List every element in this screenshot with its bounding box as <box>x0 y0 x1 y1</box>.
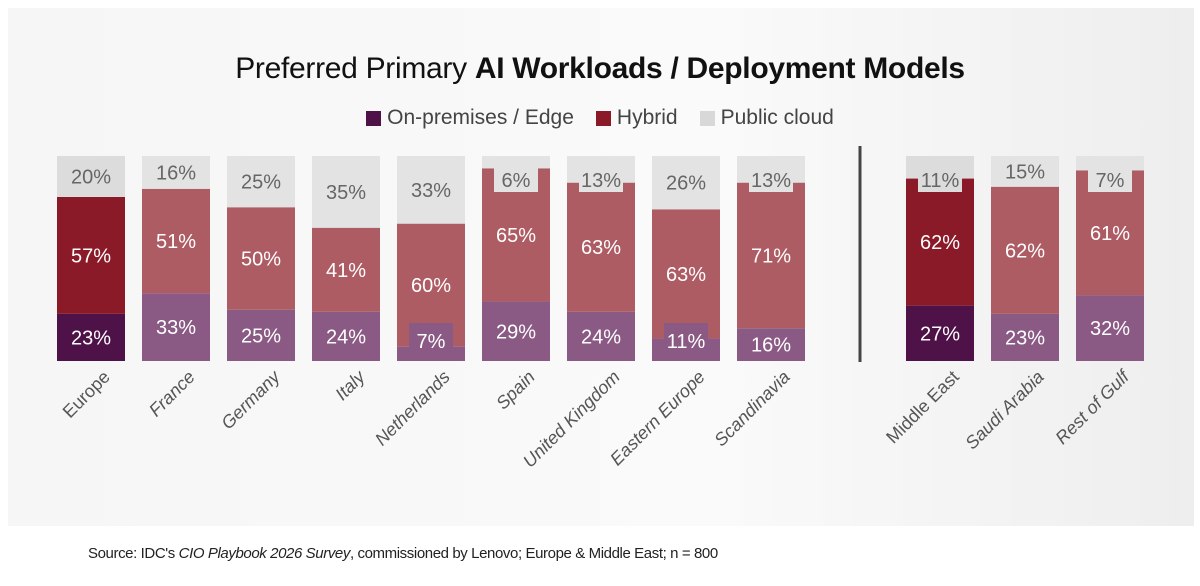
data-label-rest-of-gulf-on-premises-edge: 32% <box>1090 318 1130 340</box>
bar-scandinavia-hybrid <box>737 182 805 329</box>
source-note: Source: IDC's CIO Playbook 2026 Survey, … <box>88 545 718 562</box>
bar-italy-hybrid <box>312 227 380 312</box>
label-bg-eastern-europe-on-premises-edge <box>664 323 708 361</box>
chart-title-bold: AI Workloads / Deployment Models <box>474 52 965 85</box>
bar-europe-hybrid <box>57 197 125 314</box>
bar-germany-public-cloud <box>227 156 295 208</box>
label-bg-united-kingdom-public-cloud <box>579 168 623 192</box>
tick-label-saudi-arabia: Saudi Arabia <box>961 367 1048 454</box>
tick-label-germany: Germany <box>217 366 284 433</box>
label-bg-middle-east-public-cloud <box>918 168 962 192</box>
bar-eastern-europe-public-cloud <box>652 156 720 210</box>
data-label-scandinavia-on-premises-edge: 16% <box>751 335 791 357</box>
legend-item-hybrid: Hybrid <box>595 106 678 130</box>
data-label-united-kingdom-public-cloud: 13% <box>581 170 621 192</box>
tick-label-netherlands: Netherlands <box>371 367 454 450</box>
data-label-spain-hybrid: 65% <box>496 225 536 247</box>
source-suffix: , commissioned by Lenovo; Europe & Middl… <box>349 545 718 562</box>
tick-label-france: France <box>145 367 199 421</box>
bar-united-kingdom-hybrid <box>567 182 635 312</box>
bar-rest-of-gulf-public-cloud <box>1076 156 1144 171</box>
data-label-netherlands-on-premises-edge: 7% <box>417 331 446 353</box>
bar-france-hybrid <box>142 188 210 294</box>
data-label-italy-on-premises-edge: 24% <box>326 326 366 348</box>
data-label-middle-east-on-premises-edge: 27% <box>920 323 960 345</box>
data-label-saudi-arabia-on-premises-edge: 23% <box>1005 327 1045 349</box>
data-label-spain-on-premises-edge: 29% <box>496 321 536 343</box>
data-label-netherlands-public-cloud: 33% <box>411 180 451 202</box>
bar-saudi-arabia-on-premises-edge <box>991 313 1059 361</box>
bar-saudi-arabia-public-cloud <box>991 156 1059 187</box>
bar-netherlands-public-cloud <box>397 156 465 224</box>
label-bg-rest-of-gulf-public-cloud <box>1088 168 1132 192</box>
data-label-united-kingdom-on-premises-edge: 24% <box>581 326 621 348</box>
bar-france-on-premises-edge <box>142 293 210 361</box>
bar-italy-public-cloud <box>312 156 380 228</box>
chart-legend: On-premises / Edge Hybrid Public cloud <box>0 106 1200 130</box>
legend-item-on-premises: On-premises / Edge <box>366 106 574 130</box>
chart-title-regular: Preferred Primary <box>235 52 475 85</box>
tick-label-rest-of-gulf: Rest of Gulf <box>1051 365 1134 448</box>
data-label-germany-on-premises-edge: 25% <box>241 325 281 347</box>
bar-spain-on-premises-edge <box>482 301 550 361</box>
bar-eastern-europe-hybrid <box>652 209 720 339</box>
label-bg-scandinavia-public-cloud <box>749 168 793 192</box>
tick-label-middle-east: Middle East <box>882 367 963 448</box>
data-label-germany-hybrid: 50% <box>241 249 281 271</box>
data-label-europe-public-cloud: 20% <box>71 167 111 189</box>
data-label-middle-east-hybrid: 62% <box>920 232 960 254</box>
data-label-netherlands-hybrid: 60% <box>411 275 451 297</box>
data-label-middle-east-public-cloud: 11% <box>921 170 960 192</box>
bar-germany-hybrid <box>227 207 295 310</box>
bar-italy-on-premises-edge <box>312 311 380 361</box>
legend-swatch-public-cloud <box>699 110 715 126</box>
bar-middle-east-on-premises-edge <box>906 305 974 361</box>
label-bg-netherlands-on-premises-edge <box>409 323 453 361</box>
bar-europe-public-cloud <box>57 156 125 197</box>
bar-saudi-arabia-hybrid <box>991 186 1059 314</box>
label-bg-spain-public-cloud <box>494 168 538 192</box>
bar-europe-on-premises-edge <box>57 313 125 361</box>
bar-united-kingdom-on-premises-edge <box>567 311 635 361</box>
data-label-france-hybrid: 51% <box>156 231 196 253</box>
bar-scandinavia-on-premises-edge <box>737 328 805 361</box>
data-label-germany-public-cloud: 25% <box>241 172 281 194</box>
source-prefix: Source: IDC's <box>88 545 179 562</box>
bar-germany-on-premises-edge <box>227 309 295 361</box>
data-label-europe-on-premises-edge: 23% <box>71 327 111 349</box>
data-label-saudi-arabia-hybrid: 62% <box>1005 240 1045 262</box>
data-label-europe-hybrid: 57% <box>71 245 111 267</box>
data-label-france-on-premises-edge: 33% <box>156 317 196 339</box>
legend-label-hybrid: Hybrid <box>616 106 678 129</box>
data-label-rest-of-gulf-hybrid: 61% <box>1090 223 1130 245</box>
bar-spain-public-cloud <box>482 156 550 169</box>
tick-label-scandinavia: Scandinavia <box>710 367 793 450</box>
data-label-rest-of-gulf-public-cloud: 7% <box>1096 170 1125 192</box>
data-label-scandinavia-hybrid: 71% <box>751 245 791 267</box>
legend-swatch-hybrid <box>595 110 611 126</box>
bar-france-public-cloud <box>142 156 210 189</box>
tick-label-europe: Europe <box>59 367 114 422</box>
legend-item-public-cloud: Public cloud <box>699 106 834 130</box>
bar-middle-east-hybrid <box>906 178 974 306</box>
bar-rest-of-gulf-on-premises-edge <box>1076 295 1144 361</box>
data-label-italy-hybrid: 41% <box>326 260 366 282</box>
legend-label-public-cloud: Public cloud <box>720 106 834 129</box>
data-label-eastern-europe-hybrid: 63% <box>666 264 706 286</box>
tick-label-italy: Italy <box>331 366 369 404</box>
chart-title: Preferred Primary AI Workloads / Deploym… <box>0 52 1200 86</box>
data-label-saudi-arabia-public-cloud: 15% <box>1005 161 1045 183</box>
data-label-scandinavia-public-cloud: 13% <box>751 170 791 192</box>
legend-swatch-on-premises <box>366 110 382 126</box>
data-label-eastern-europe-public-cloud: 26% <box>666 173 706 195</box>
data-label-france-public-cloud: 16% <box>156 162 196 184</box>
data-label-eastern-europe-on-premises-edge: 11% <box>667 331 706 353</box>
data-label-united-kingdom-hybrid: 63% <box>581 237 621 259</box>
tick-label-spain: Spain <box>492 367 539 414</box>
data-label-spain-public-cloud: 6% <box>502 170 531 192</box>
source-survey-name: CIO Playbook 2026 Survey <box>178 545 351 562</box>
legend-label-on-premises: On-premises / Edge <box>387 106 574 129</box>
data-label-italy-public-cloud: 35% <box>326 182 366 204</box>
